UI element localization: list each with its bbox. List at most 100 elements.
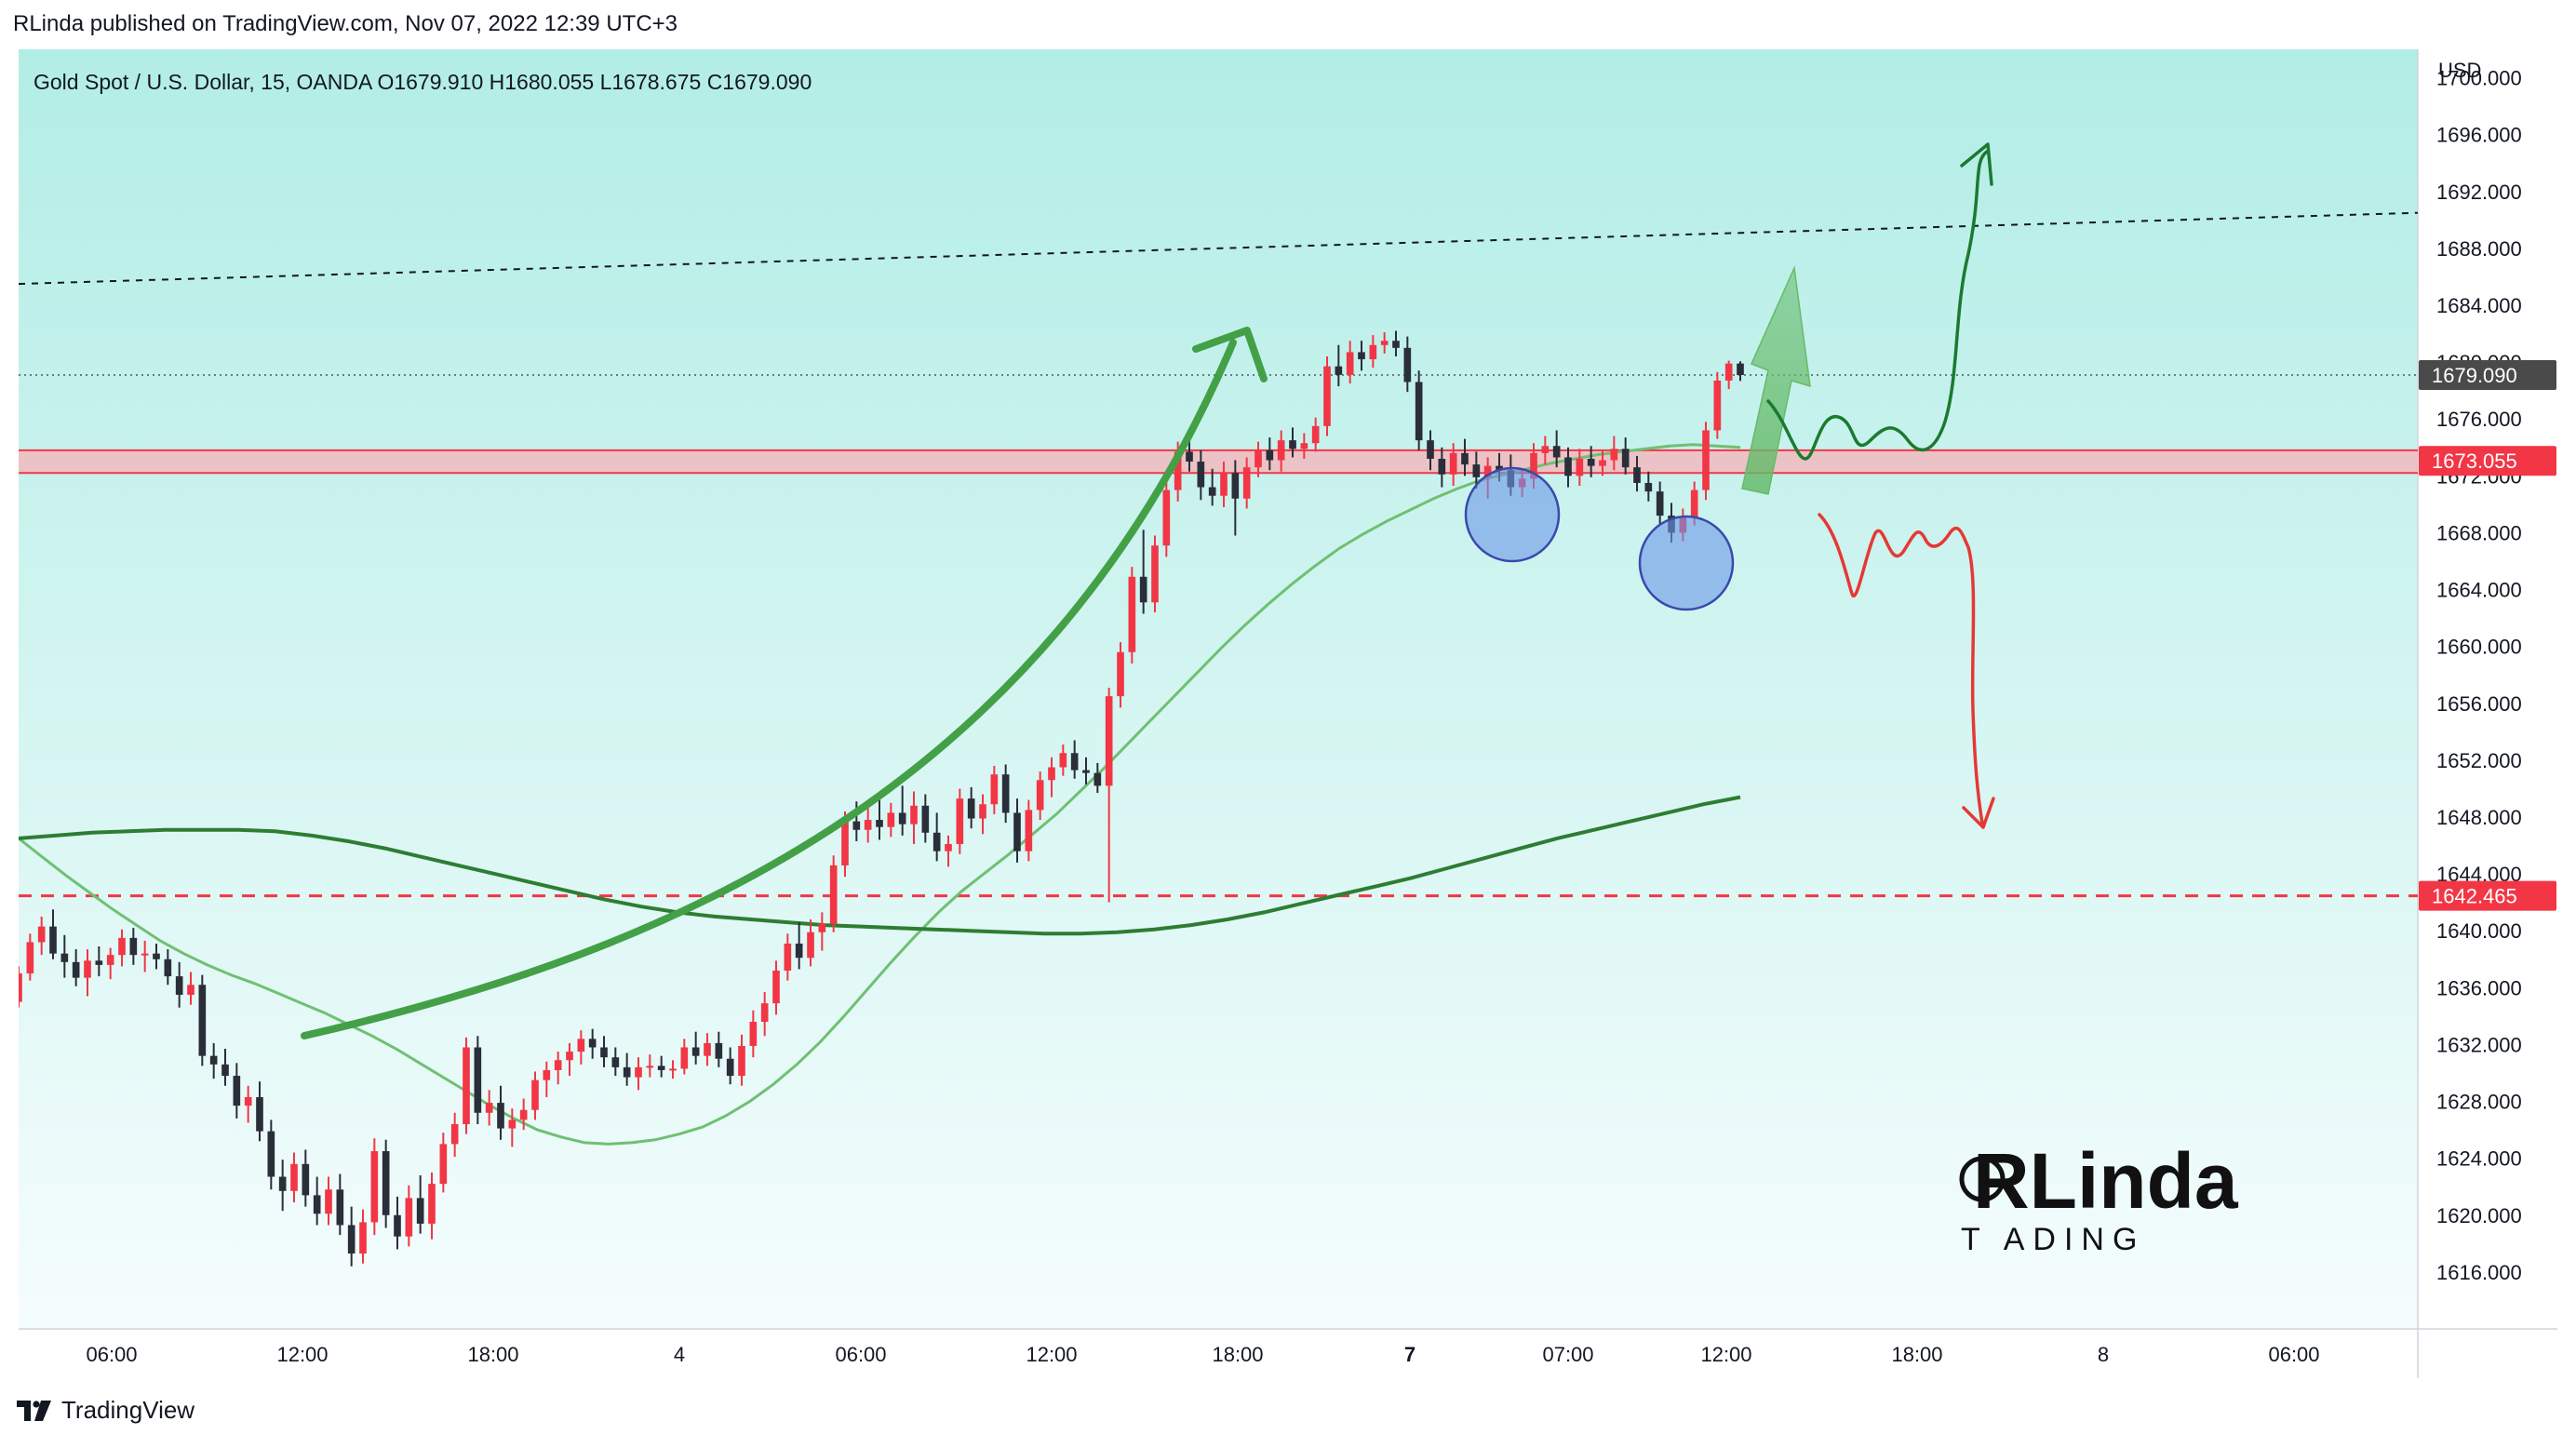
candle-body	[382, 1151, 390, 1215]
candle-body	[1564, 457, 1572, 476]
candle-body	[1266, 449, 1274, 461]
y-tick-label: 1616.000	[2436, 1261, 2522, 1284]
watermark-head-icon	[1959, 1156, 2006, 1202]
y-tick-label: 1692.000	[2436, 181, 2522, 204]
candle-body	[738, 1045, 745, 1077]
candle-body	[233, 1076, 241, 1106]
candle-body	[1220, 473, 1228, 496]
candle-body	[1093, 772, 1102, 786]
price-label-box	[2419, 446, 2556, 476]
x-tick-label: 06:00	[86, 1343, 137, 1366]
candle-body	[1208, 487, 1216, 496]
candle-body	[772, 971, 780, 1004]
candle-body	[1231, 473, 1240, 499]
y-tick-label: 1660.000	[2436, 636, 2522, 659]
candle-body	[221, 1064, 229, 1077]
trendline	[18, 211, 2419, 286]
candle-body	[1300, 443, 1308, 449]
candle-body	[313, 1195, 321, 1214]
candle-body	[153, 953, 160, 959]
candle-body	[359, 1222, 367, 1254]
candle-body	[967, 798, 975, 819]
candle-body	[1335, 366, 1343, 375]
candle-body	[1702, 430, 1710, 490]
price-label: 1679.090	[2432, 364, 2517, 387]
y-tick-label: 1632.000	[2436, 1033, 2522, 1056]
candle-body	[910, 805, 918, 825]
x-tick-label: 06:00	[835, 1343, 886, 1366]
candle-series[interactable]	[15, 330, 1744, 1267]
candle-body	[1599, 460, 1606, 466]
candle-body	[1610, 449, 1618, 461]
candle-body	[1656, 491, 1664, 516]
candle-body	[704, 1042, 711, 1056]
candle-body	[1151, 545, 1159, 603]
candle-body	[1048, 767, 1055, 781]
candle-body	[15, 973, 22, 1002]
candle-body	[474, 1047, 482, 1113]
ma-fast-line	[18, 443, 1741, 1146]
candle-body	[1449, 452, 1457, 475]
bearish-scenario-line	[1818, 513, 1984, 825]
candle-body	[95, 960, 103, 965]
candle-body	[715, 1042, 723, 1059]
candle-body	[1644, 482, 1653, 492]
candle-body	[1162, 489, 1171, 546]
candle-body	[439, 1144, 448, 1185]
y-tick-label: 1668.000	[2436, 521, 2522, 544]
candle-body	[278, 1176, 287, 1191]
y-tick-label: 1684.000	[2436, 294, 2522, 317]
tradingview-logo-icon	[17, 1400, 51, 1421]
candle-body	[84, 960, 91, 978]
y-tick-label: 1676.000	[2436, 408, 2522, 431]
candle-body	[450, 1124, 459, 1145]
candle-body	[394, 1214, 401, 1237]
y-tick-label: 1696.000	[2436, 124, 2522, 147]
x-tick-label: 7	[1404, 1343, 1415, 1366]
candle-body	[1427, 440, 1434, 459]
footer-brand: TradingView	[61, 1396, 195, 1424]
candle-body	[829, 865, 838, 924]
candle-body	[588, 1039, 597, 1048]
y-tick-label: 1656.000	[2436, 692, 2522, 716]
candle-body	[691, 1047, 700, 1056]
candle-body	[1186, 451, 1193, 463]
candle-body	[635, 1066, 642, 1078]
x-tick-label: 4	[674, 1343, 685, 1366]
candle-body	[290, 1163, 298, 1191]
candle-body	[508, 1120, 517, 1129]
chart-frame[interactable]: 1616.000 1620.000 1624.000 1628.000 1632.000…	[15, 49, 2557, 1378]
candle-body	[1254, 449, 1262, 468]
candle-body	[1346, 352, 1354, 375]
candle-body	[72, 961, 80, 978]
candle-body	[1737, 363, 1744, 376]
candle-body	[1001, 774, 1010, 813]
y-tick-label: 1628.000	[2436, 1091, 2522, 1114]
candle-body	[807, 932, 814, 959]
price-label: 1642.465	[2432, 885, 2517, 908]
tradingview-footer[interactable]: TradingView	[17, 1396, 195, 1425]
candle-body	[1713, 380, 1722, 431]
candle-body	[118, 937, 126, 956]
y-tick-label: 1664.000	[2436, 579, 2522, 602]
candle-body	[1392, 341, 1400, 348]
candle-body	[1128, 576, 1136, 652]
candle-body	[566, 1052, 573, 1061]
candle-body	[1621, 449, 1630, 468]
candle-body	[209, 1055, 218, 1065]
candle-body	[646, 1066, 654, 1068]
candle-body	[60, 953, 69, 962]
price-label-box	[2419, 880, 2556, 911]
candle-body	[1403, 347, 1412, 382]
candle-body	[1025, 810, 1033, 851]
candle-body	[623, 1066, 631, 1078]
candle-body	[1117, 651, 1124, 697]
candle-body	[1483, 465, 1492, 477]
price-chart[interactable]: 1616.000 1620.000 1624.000 1628.000 1632.000…	[15, 49, 2557, 1378]
candle-body	[1576, 459, 1584, 476]
candle-body	[256, 1096, 263, 1132]
y-tick-label: 1688.000	[2436, 237, 2522, 261]
candle-body	[187, 985, 195, 995]
candle-body	[1358, 352, 1365, 360]
watermark-brand: RLinda	[1973, 1137, 2239, 1225]
